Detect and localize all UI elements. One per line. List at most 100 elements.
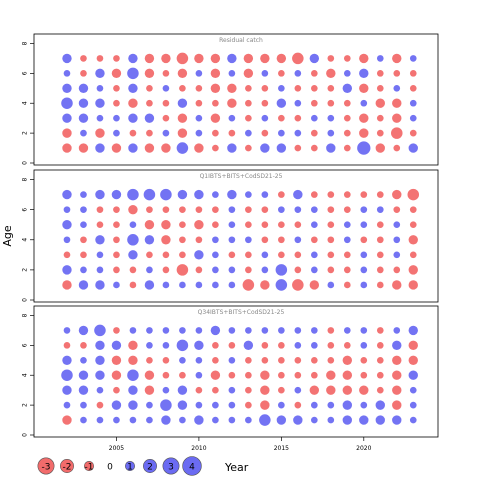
residual-bubble	[62, 280, 72, 290]
residual-bubble	[95, 280, 105, 290]
residual-bubble	[78, 370, 89, 380]
legend-value-label: -2	[63, 463, 72, 473]
residual-bubble	[392, 340, 402, 351]
residual-bubble	[376, 342, 384, 349]
residual-bubble	[212, 401, 219, 409]
residual-bubble	[261, 70, 269, 77]
residual-bubble	[80, 221, 87, 229]
residual-bubble	[128, 250, 138, 260]
legend-value-label: -3	[42, 463, 51, 473]
y-tick-label: 4	[22, 373, 29, 377]
residual-bubble	[212, 191, 219, 198]
residual-bubble	[227, 143, 237, 153]
residual-bubble	[161, 143, 171, 153]
residual-bubble	[375, 415, 385, 425]
residual-bubble	[95, 340, 105, 351]
residual-bubble	[408, 355, 418, 365]
residual-bubble	[113, 84, 120, 92]
residual-bubble	[261, 114, 269, 122]
residual-bubble	[375, 143, 385, 153]
residual-bubble	[80, 55, 87, 62]
residual-bubble	[278, 251, 285, 259]
residual-bubble	[343, 281, 351, 289]
legend-x-label: Year	[224, 461, 249, 474]
residual-bubble	[228, 416, 236, 424]
residual-bubble	[113, 386, 120, 394]
residual-bubble	[227, 53, 237, 64]
residual-bubble	[294, 327, 302, 334]
residual-bubble	[128, 400, 138, 410]
residual-bubble	[195, 129, 203, 137]
residual-bubble	[95, 235, 105, 245]
residual-bubble	[409, 114, 417, 122]
residual-bubble	[228, 371, 236, 379]
residual-bubble	[212, 386, 219, 394]
residual-bubble	[409, 70, 417, 77]
residual-bubble	[326, 68, 336, 79]
residual-bubble	[146, 342, 153, 349]
residual-bubble	[359, 415, 369, 425]
residual-bubble	[360, 99, 368, 107]
residual-bubble	[195, 356, 203, 364]
panel-title: Residual catch	[219, 37, 263, 44]
residual-bubble	[111, 68, 122, 79]
residual-bubble	[177, 189, 188, 200]
residual-bubble	[376, 70, 384, 77]
residual-bubble	[260, 370, 270, 380]
residual-bubble	[179, 327, 186, 334]
y-tick-label: 0	[22, 298, 29, 302]
residual-bubble	[95, 143, 105, 153]
residual-bubble	[261, 221, 269, 229]
residual-bubble	[261, 99, 269, 107]
residual-bubble	[327, 129, 335, 137]
residual-bubble	[161, 220, 171, 230]
residual-bubble	[278, 386, 285, 394]
residual-bubble	[113, 266, 120, 274]
residual-bubble	[128, 98, 138, 108]
residual-bubble	[245, 206, 252, 213]
residual-bubble	[194, 340, 204, 351]
residual-bubble	[408, 235, 418, 245]
residual-bubble	[343, 55, 351, 62]
residual-bubble	[113, 221, 120, 229]
residual-bubble	[63, 236, 71, 244]
residual-bubble	[162, 327, 170, 334]
residual-bubble	[327, 221, 335, 229]
x-tick-label: 2010	[191, 445, 206, 452]
residual-bubble	[327, 281, 335, 289]
residual-bubble	[260, 143, 270, 153]
residual-bubble	[179, 251, 186, 259]
residual-bubble	[162, 206, 170, 213]
residual-bubble	[63, 70, 71, 77]
residual-bubble	[327, 251, 335, 259]
residual-bubble	[278, 221, 285, 229]
legend-bubble	[125, 460, 136, 471]
residual-bubble	[212, 144, 219, 152]
residual-bubble	[409, 55, 417, 62]
residual-bubble	[210, 53, 221, 64]
residual-bubble	[245, 144, 252, 152]
panel-frame	[33, 305, 439, 438]
residual-bubble	[409, 84, 417, 92]
residual-bubble	[326, 143, 336, 153]
residual-bubble	[409, 251, 417, 259]
x-tick-label: 2015	[274, 445, 289, 452]
residual-bubble	[128, 340, 138, 351]
legend-bubble	[60, 459, 74, 473]
residual-bubble	[80, 416, 87, 424]
residual-bubble	[162, 386, 170, 394]
residual-bubble	[327, 266, 335, 274]
residual-bubble	[357, 141, 371, 155]
residual-bubble	[278, 129, 285, 137]
residual-bubble	[278, 114, 285, 122]
residual-bubble	[62, 415, 72, 425]
residual-bubble	[161, 415, 171, 425]
residual-bubble	[228, 327, 236, 334]
residual-bubble	[360, 356, 368, 364]
residual-bubble	[195, 281, 203, 289]
y-tick-label: 8	[22, 41, 29, 45]
residual-bubble	[227, 189, 237, 200]
residual-bubble	[62, 265, 72, 275]
residual-bubble	[309, 385, 320, 395]
